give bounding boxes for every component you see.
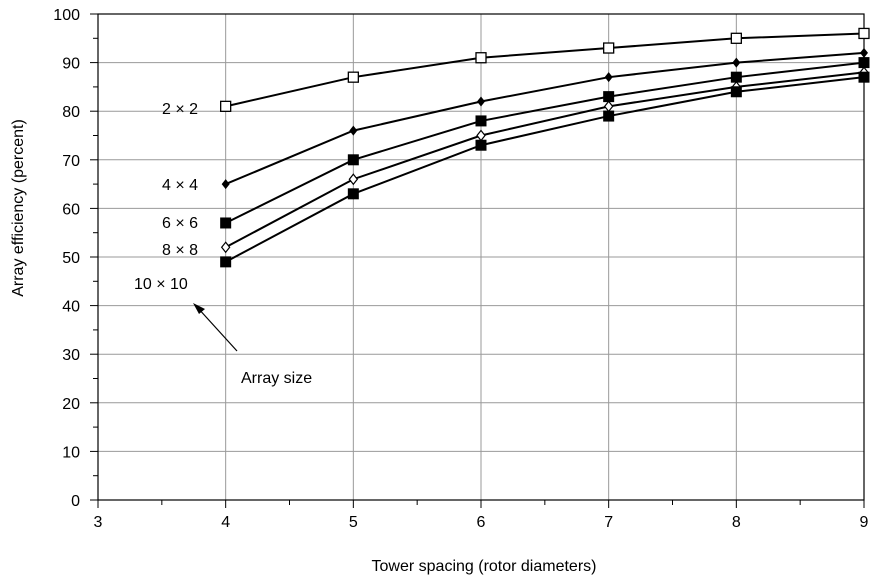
data-point [348, 173, 359, 186]
y-tick-label: 10 [62, 444, 80, 461]
x-tick-label: 6 [477, 514, 486, 531]
x-tick-label: 9 [860, 514, 869, 531]
data-point [603, 100, 614, 113]
annotation-text: Array size [241, 370, 312, 387]
x-tick-label: 3 [94, 514, 103, 531]
array-size-annotation: Array size [193, 303, 312, 387]
data-point [858, 71, 870, 83]
data-point [476, 129, 486, 142]
x-tick-label: 7 [604, 514, 613, 531]
data-point [732, 57, 741, 68]
data-point [604, 72, 613, 83]
x-tick-label: 4 [221, 514, 230, 531]
x-tick-label: 5 [349, 514, 358, 531]
data-point [858, 27, 870, 40]
arrowhead-icon [193, 303, 205, 314]
series-2 [221, 47, 868, 190]
series-label: 8 × 8 [162, 242, 198, 259]
data-point [730, 71, 742, 83]
series-line [225, 76, 865, 263]
data-point [730, 32, 742, 44]
y-tick-label: 40 [62, 299, 80, 316]
series-label: 10 × 10 [134, 276, 188, 293]
y-tick-label: 30 [62, 347, 80, 364]
data-point [347, 71, 359, 83]
y-tick-label: 90 [62, 56, 80, 73]
series-labels: 2 × 2 4 × 4 6 × 6 8 × 8 10 × 10 [134, 101, 198, 293]
data-point [603, 42, 615, 54]
data-point [858, 57, 870, 69]
x-tick-label: 8 [732, 514, 741, 531]
y-tick-label: 70 [62, 153, 80, 170]
data-point [347, 154, 359, 166]
series-label: 6 × 6 [162, 215, 198, 232]
y-tick-label: 50 [62, 250, 80, 267]
data-point [347, 188, 359, 200]
series-label: 2 × 2 [162, 101, 198, 118]
data-point [220, 100, 232, 112]
y-tick-label: 100 [53, 7, 80, 24]
data-point [475, 139, 487, 151]
series-label: 4 × 4 [162, 177, 198, 194]
data-point [475, 115, 487, 127]
x-axis-title: Tower spacing (rotor diameters) [372, 558, 597, 575]
series-group [220, 27, 870, 268]
data-point [860, 47, 868, 58]
data-point [730, 86, 742, 98]
data-point [475, 52, 487, 64]
annotation-arrow-line [196, 306, 238, 352]
data-point [603, 110, 615, 122]
y-tick-label: 20 [62, 396, 80, 413]
data-point [220, 256, 232, 268]
plot-frame [97, 13, 865, 501]
series-5 [220, 71, 870, 268]
grid-lines [98, 13, 865, 500]
data-point [603, 91, 615, 103]
data-point [477, 96, 485, 107]
data-point [221, 179, 230, 190]
data-point [220, 241, 231, 254]
series-line [225, 61, 865, 224]
y-tick-label: 80 [62, 104, 80, 121]
y-tick-label: 0 [71, 493, 80, 510]
series-3 [220, 57, 870, 229]
data-point [349, 125, 358, 136]
y-tick-label: 60 [62, 201, 80, 218]
series-line [225, 71, 865, 249]
series-line [225, 51, 865, 186]
series-1 [220, 27, 870, 112]
series-line [225, 32, 865, 108]
y-axis-title: Array efficiency (percent) [10, 119, 27, 297]
data-point [220, 217, 232, 229]
